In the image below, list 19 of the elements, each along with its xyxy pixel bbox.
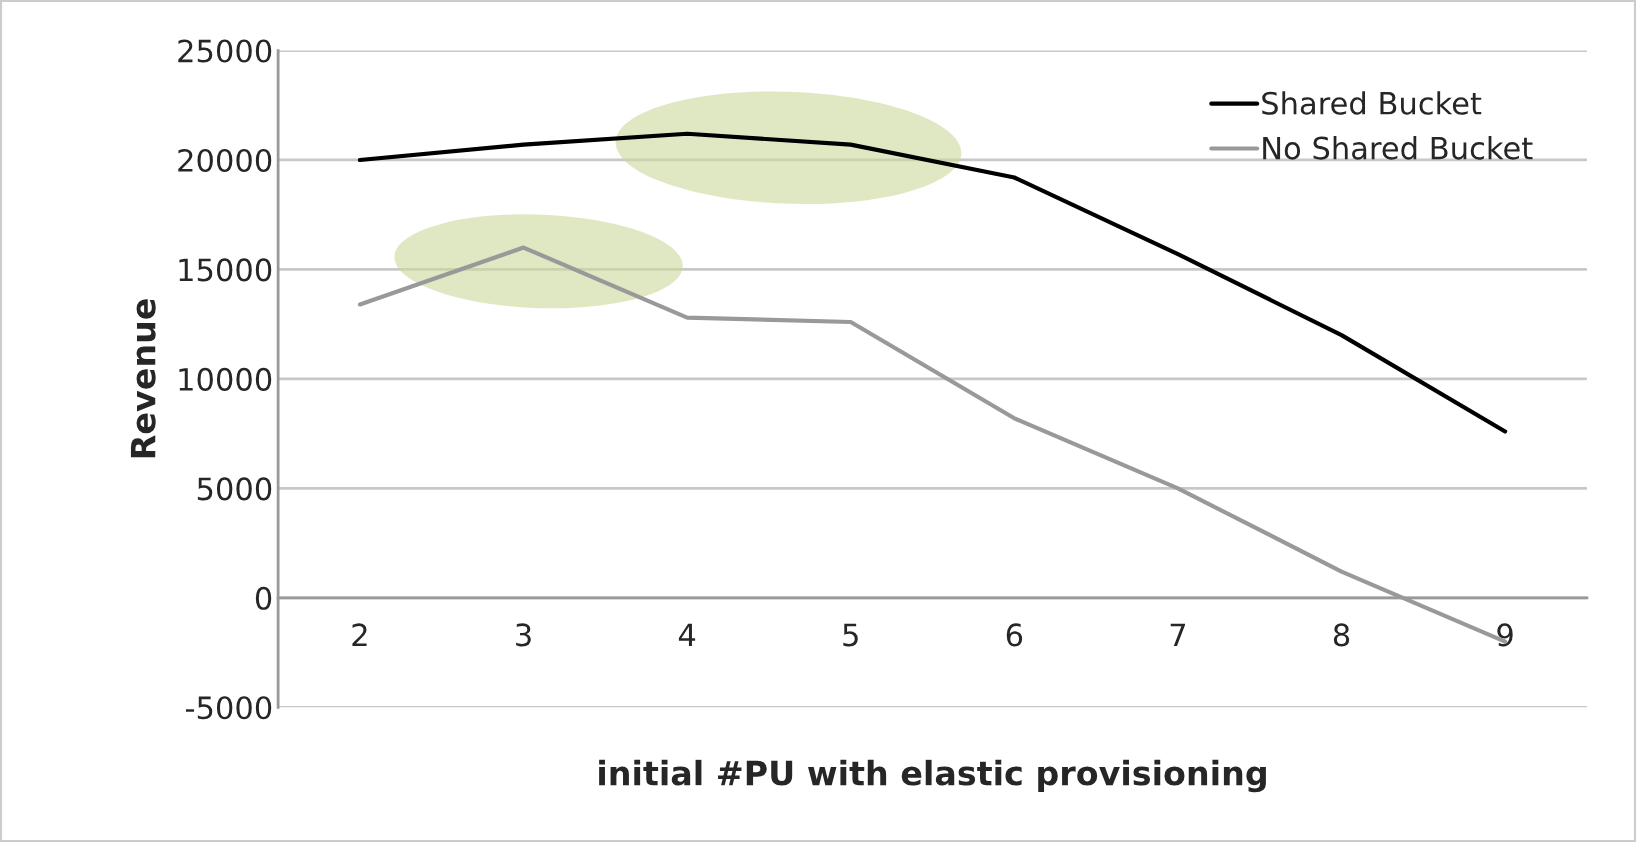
y-tick-label: 15000 xyxy=(179,258,272,282)
x-tick-label: 4 xyxy=(678,623,696,647)
y-tick-label: 20000 xyxy=(178,148,272,173)
x-axis-title: initial #PU with elastic provisioning xyxy=(599,759,1266,793)
legend-label: Shared Bucket xyxy=(1262,91,1482,115)
y-tick-label: 10000 xyxy=(179,367,272,391)
x-tick-label: 8 xyxy=(1333,623,1350,647)
y-tick-label: 0 xyxy=(255,586,272,610)
x-tick-label: 6 xyxy=(1006,623,1023,647)
legend-label: No Shared Bucket xyxy=(1263,136,1533,160)
x-tick-label: 3 xyxy=(516,623,531,647)
x-tick-label: 2 xyxy=(352,623,367,647)
y-tick-label: 25000 xyxy=(178,39,272,63)
y-tick-label: -5000 xyxy=(185,696,272,720)
x-tick-label: 5 xyxy=(843,623,858,647)
y-tick-label: 5000 xyxy=(197,477,272,501)
x-tick-label: 7 xyxy=(1170,623,1186,647)
y-axis-title: Revenue xyxy=(130,299,156,458)
x-tick-label: 9 xyxy=(1497,623,1513,647)
